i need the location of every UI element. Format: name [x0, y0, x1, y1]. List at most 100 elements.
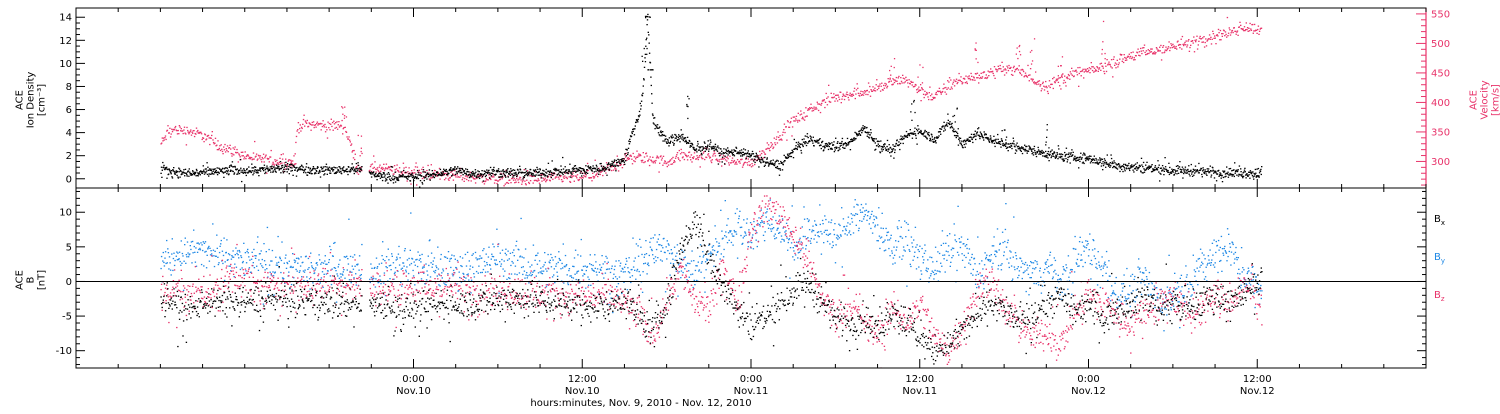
by-point	[269, 265, 270, 266]
velocity-point	[948, 87, 949, 88]
density-point	[1074, 156, 1075, 157]
density-point	[668, 142, 669, 143]
velocity-point	[193, 130, 194, 131]
velocity-point	[912, 82, 913, 83]
density-point	[350, 169, 351, 170]
density-point	[955, 131, 956, 132]
density-point	[1041, 150, 1042, 151]
density-point	[478, 176, 479, 177]
density-point	[540, 173, 541, 174]
by-point	[281, 260, 282, 261]
by-point	[437, 247, 438, 248]
density-point	[1232, 175, 1233, 176]
density-point	[804, 143, 805, 144]
velocity-point	[629, 158, 630, 159]
velocity-point	[596, 173, 597, 174]
velocity-point	[698, 157, 699, 158]
density-point	[1176, 166, 1177, 167]
by-point	[222, 251, 223, 252]
density-point	[425, 172, 426, 173]
velocity-point	[1237, 35, 1238, 36]
density-point	[535, 174, 536, 175]
by-point	[443, 282, 444, 283]
density-point	[513, 175, 514, 176]
by-point	[361, 274, 362, 275]
density-point	[252, 174, 253, 175]
velocity-point	[674, 160, 675, 161]
velocity-point	[1113, 56, 1114, 57]
density-point	[869, 137, 870, 138]
by-point	[291, 267, 292, 268]
velocity-point	[949, 77, 950, 78]
density-spike-point	[910, 111, 911, 112]
density-point	[1210, 176, 1211, 177]
density-point	[393, 179, 394, 180]
by-point	[434, 272, 435, 273]
by-point	[277, 265, 278, 266]
velocity-spike-point	[1031, 50, 1032, 51]
density-point	[669, 137, 670, 138]
density-point	[537, 169, 538, 170]
velocity-point	[1036, 82, 1037, 83]
velocity-point	[1079, 67, 1080, 68]
density-point	[460, 172, 461, 173]
velocity-point	[1204, 46, 1205, 47]
density-point	[878, 144, 879, 145]
by-point	[217, 248, 218, 249]
density-point	[1026, 150, 1027, 151]
velocity-point	[920, 90, 921, 91]
density-point	[798, 142, 799, 143]
velocity-point	[1032, 80, 1033, 81]
density-point	[296, 176, 297, 177]
velocity-point	[287, 164, 288, 165]
velocity-point	[221, 149, 222, 150]
density-point	[1173, 171, 1174, 172]
density-point	[340, 168, 341, 169]
density-point	[1256, 177, 1257, 178]
by-point	[387, 267, 388, 268]
velocity-point	[642, 160, 643, 161]
density-point	[413, 176, 414, 177]
density-point	[822, 146, 823, 147]
velocity-point	[545, 181, 546, 182]
density-point	[537, 172, 538, 173]
density-point	[274, 169, 275, 170]
velocity-point	[845, 96, 846, 97]
density-point	[180, 171, 181, 172]
density-point	[616, 160, 617, 161]
density-point	[1204, 173, 1205, 174]
by-point	[231, 255, 232, 256]
velocity-point	[936, 92, 937, 93]
velocity-spike-point	[1030, 52, 1031, 53]
density-point	[907, 135, 908, 136]
density-point	[231, 166, 232, 167]
density-point	[359, 167, 360, 168]
density-point	[306, 166, 307, 167]
density-point	[624, 153, 625, 154]
velocity-point	[1190, 45, 1191, 46]
density-point	[638, 116, 639, 117]
density-point	[1000, 144, 1001, 145]
density-point	[1130, 167, 1131, 168]
velocity-point	[1099, 67, 1100, 68]
density-point	[648, 34, 649, 35]
density-point	[1200, 169, 1201, 170]
velocity-point	[683, 152, 684, 153]
velocity-point	[448, 180, 449, 181]
by-point	[203, 241, 204, 242]
density-point	[426, 174, 427, 175]
density-point	[990, 137, 991, 138]
velocity-point	[1043, 82, 1044, 83]
density-point	[1127, 165, 1128, 166]
density-point	[1065, 156, 1066, 157]
by-point	[267, 227, 268, 228]
density-point	[1250, 170, 1251, 171]
velocity-point	[1084, 69, 1085, 70]
velocity-point	[791, 135, 792, 136]
velocity-point	[1141, 53, 1142, 54]
density-point	[1089, 155, 1090, 156]
velocity-point	[515, 182, 516, 183]
density-point	[1177, 170, 1178, 171]
by-point	[192, 252, 193, 253]
velocity-point	[1253, 33, 1254, 34]
